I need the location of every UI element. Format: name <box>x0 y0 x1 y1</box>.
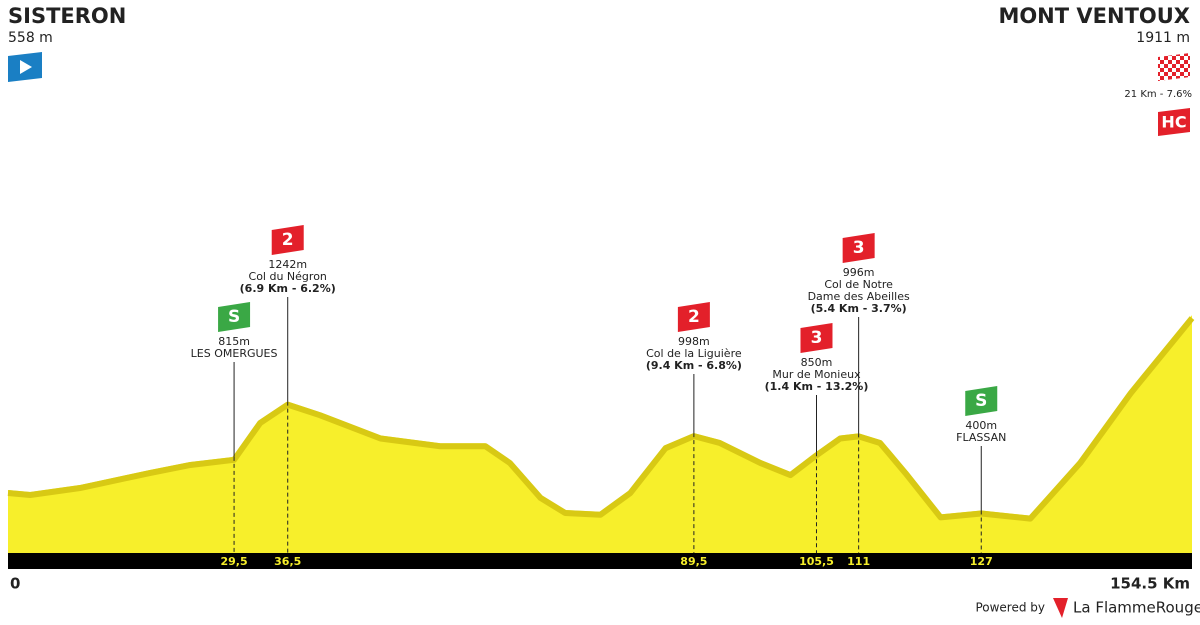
km-tick-label: 111 <box>847 555 870 568</box>
climb-sign-label: S <box>228 307 240 327</box>
climb-altitude: 998m <box>678 335 710 348</box>
climb-name: Col de la Liguière <box>646 347 742 360</box>
climb-sign-label: 2 <box>282 230 294 250</box>
climb-name: FLASSAN <box>956 431 1006 444</box>
climb-name: LES OMERGUES <box>191 347 278 360</box>
climb-sign <box>842 233 875 263</box>
start-altitude: 558 m <box>8 30 53 46</box>
climb-sign <box>800 323 833 353</box>
climb-sign <box>965 386 998 416</box>
km-tick-label: 29,5 <box>221 555 248 568</box>
climb-detail: (5.4 Km - 3.7%) <box>811 302 907 315</box>
climb-detail: (9.4 Km - 6.8%) <box>646 359 742 372</box>
x-tick-label: 154.5 Km <box>1110 575 1190 593</box>
climb-name: Col du Négron <box>249 270 327 283</box>
finish-sign-label: HC <box>1161 113 1186 132</box>
finish-altitude: 1911 m <box>1136 30 1190 46</box>
km-tick-label: 36,5 <box>274 555 301 568</box>
climb-sign <box>677 302 710 332</box>
climb-sign-label: 3 <box>853 238 865 258</box>
climb-altitude: 996m <box>843 266 875 279</box>
finish-sign <box>1158 108 1190 136</box>
profile-edge <box>7 316 1195 522</box>
climb-sign-label: S <box>975 391 987 411</box>
climb-altitude: 400m <box>965 419 997 432</box>
climb-sign-label: 2 <box>688 307 700 327</box>
profile-area <box>8 315 1192 553</box>
climb-name: Dame des Abeilles <box>808 290 910 303</box>
finish-detail: 21 Km - 7.6% <box>1124 89 1192 100</box>
climb-detail: (6.9 Km - 6.2%) <box>240 282 336 295</box>
start-name: SISTERON <box>8 4 126 28</box>
x-tick-label: 0 <box>10 575 20 593</box>
climb-detail: (1.4 Km - 13.2%) <box>765 380 869 393</box>
climb-sign <box>218 302 251 332</box>
climb-sign <box>271 225 304 255</box>
finish-name: MONT VENTOUX <box>998 4 1190 28</box>
km-tick-label: 127 <box>970 555 993 568</box>
km-tick-label: 89,5 <box>680 555 707 568</box>
climb-altitude: 850m <box>801 356 833 369</box>
climb-altitude: 1242m <box>268 258 307 271</box>
climb-altitude: 815m <box>218 335 250 348</box>
km-bar <box>8 553 1192 569</box>
climb-name: Mur de Monieux <box>772 368 861 381</box>
finish-flag <box>1158 53 1190 81</box>
start-icon <box>8 52 42 82</box>
brand: La FlammeRouge <box>1073 599 1200 617</box>
climb-name: Col de Notre <box>824 278 893 291</box>
climb-sign-label: 3 <box>811 328 823 348</box>
credit: Powered by <box>975 601 1045 615</box>
brand-logo <box>1053 598 1068 618</box>
km-tick-label: 105,5 <box>799 555 834 568</box>
